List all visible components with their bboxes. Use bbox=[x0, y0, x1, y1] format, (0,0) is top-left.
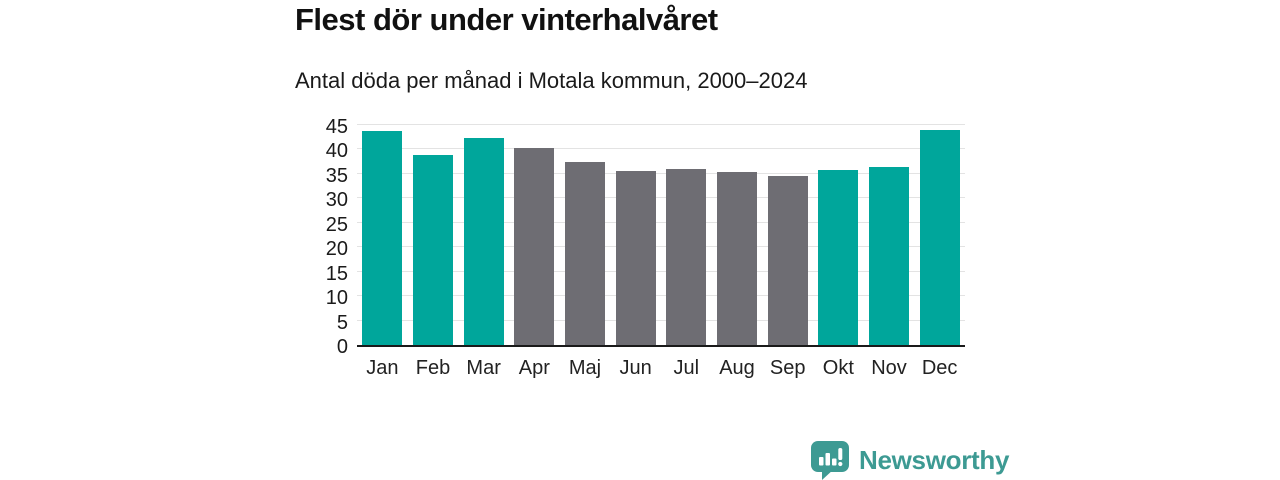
x-tick-label: Jul bbox=[673, 357, 700, 379]
x-tick-label: Maj bbox=[568, 357, 602, 379]
x-tick-label: Jun bbox=[619, 357, 652, 379]
newsworthy-logo[interactable]: Newsworthy bbox=[810, 440, 1009, 480]
bar-aug bbox=[717, 171, 757, 345]
x-tick-label: Mar bbox=[466, 357, 501, 379]
bar-feb bbox=[413, 155, 453, 345]
gridline bbox=[357, 270, 965, 272]
x-tick-label: Apr bbox=[518, 357, 550, 379]
y-tick-label: 30 bbox=[325, 189, 348, 212]
bar-jan bbox=[362, 131, 403, 345]
bar-sep bbox=[767, 176, 808, 345]
bar-maj bbox=[565, 161, 605, 345]
y-tick-label: 40 bbox=[325, 140, 348, 163]
gridline bbox=[357, 295, 965, 297]
gridline bbox=[357, 246, 965, 248]
chart-header: Flest dör under vinterhalvåret Antal död… bbox=[295, 2, 807, 94]
bar-nov bbox=[869, 167, 909, 345]
gridline bbox=[357, 124, 965, 125]
bar-chart-speech-bubble-icon bbox=[811, 441, 849, 480]
plot-area bbox=[357, 124, 965, 347]
x-tick-label: Aug bbox=[719, 357, 755, 379]
bar-dec bbox=[919, 130, 960, 345]
gridline bbox=[357, 319, 965, 321]
y-tick-label: 25 bbox=[325, 213, 348, 236]
y-tick-label: 0 bbox=[336, 336, 348, 358]
x-tick-label: Dec bbox=[921, 357, 958, 379]
y-tick-label: 35 bbox=[325, 164, 348, 187]
chart-subtitle: Antal döda per månad i Motala kommun, 20… bbox=[295, 68, 808, 93]
y-tick-label: 15 bbox=[325, 262, 348, 285]
logo-text: Newsworthy bbox=[859, 444, 1010, 475]
gridline bbox=[357, 221, 965, 223]
bar-jun bbox=[615, 171, 656, 345]
chart-title: Flest dör under vinterhalvåret bbox=[295, 2, 718, 37]
gridline bbox=[357, 197, 965, 199]
gridline bbox=[357, 148, 965, 150]
x-tick-label: Nov bbox=[871, 357, 907, 379]
bar-chart: 0 5 10 15 20 25 30 35 40 45 Jan Feb Mar Apr Maj Jun Jul A… bbox=[300, 116, 990, 397]
x-tick-label: Jan bbox=[366, 357, 399, 379]
bar-jul bbox=[666, 169, 707, 345]
bar-okt bbox=[818, 170, 859, 345]
bar-apr bbox=[514, 147, 555, 345]
gridline bbox=[357, 172, 965, 174]
y-tick-label: 45 bbox=[325, 116, 348, 138]
y-tick-label: 10 bbox=[325, 287, 348, 310]
x-tick-label: Okt bbox=[822, 357, 854, 379]
y-tick-label: 20 bbox=[325, 238, 348, 261]
x-tick-label: Sep bbox=[769, 357, 806, 379]
y-tick-label: 5 bbox=[336, 311, 348, 334]
x-tick-label: Feb bbox=[415, 357, 451, 379]
bar-mar bbox=[463, 138, 504, 345]
